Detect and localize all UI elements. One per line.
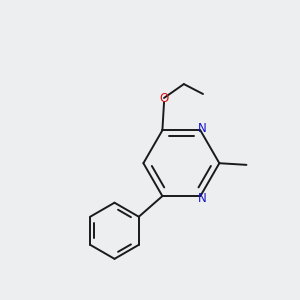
Text: N: N (198, 192, 207, 205)
Text: N: N (198, 122, 207, 135)
Text: O: O (159, 92, 169, 105)
